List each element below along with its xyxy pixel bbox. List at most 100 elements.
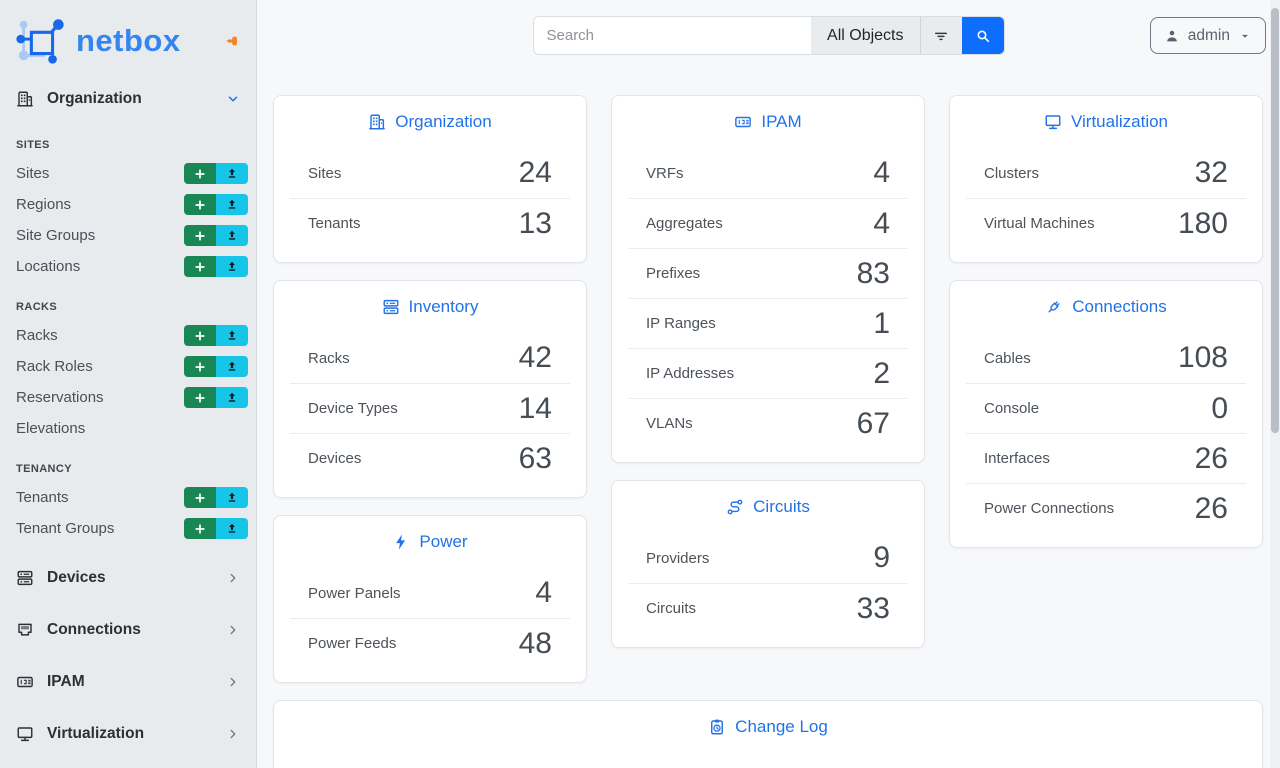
stat-label[interactable]: VLANs — [646, 415, 693, 432]
stat-label[interactable]: Sites — [308, 164, 342, 182]
stat-value[interactable]: 42 — [518, 341, 552, 374]
stat-value[interactable]: 2 — [873, 356, 890, 390]
import-button[interactable] — [216, 487, 248, 508]
sidebar-section-ipam[interactable]: IPAM — [0, 656, 256, 708]
stat-label[interactable]: Device Types — [308, 400, 398, 417]
scrollbar-thumb[interactable] — [1271, 8, 1279, 433]
stat-value[interactable]: 0 — [1211, 391, 1228, 425]
sidebar-item-label[interactable]: Reservations — [16, 389, 104, 406]
import-button[interactable] — [216, 356, 248, 377]
stat-label[interactable]: Interfaces — [984, 450, 1050, 467]
sidebar-item-site-groups: Site Groups — [0, 220, 256, 251]
search-submit-button[interactable] — [961, 17, 1004, 54]
stat-label[interactable]: Cables — [984, 349, 1031, 367]
import-button[interactable] — [216, 387, 248, 408]
sidebar-item-label[interactable]: Locations — [16, 258, 81, 275]
logo-text: netbox — [76, 22, 181, 58]
stat-value[interactable]: 26 — [1194, 491, 1228, 525]
stat-value[interactable]: 108 — [1177, 341, 1228, 374]
card-changelog: Change Log — [273, 700, 1263, 768]
stat-value[interactable]: 24 — [518, 156, 552, 189]
stat-value[interactable]: 33 — [856, 591, 890, 625]
sidebar-item-label[interactable]: Rack Roles — [16, 358, 93, 375]
sidebar-item-sites: Sites — [0, 158, 256, 189]
card-circuits-title[interactable]: Circuits — [612, 481, 924, 525]
stat-label[interactable]: Clusters — [984, 164, 1040, 182]
card-virtualization-title[interactable]: Virtualization — [950, 96, 1262, 140]
sidebar-item-label[interactable]: Site Groups — [16, 227, 96, 244]
stat-value[interactable]: 67 — [856, 406, 890, 440]
card-changelog-title[interactable]: Change Log — [274, 701, 1262, 745]
sidebar-item-label[interactable]: Tenants — [16, 489, 69, 506]
add-button[interactable] — [184, 256, 216, 277]
stat-label[interactable]: Tenants — [308, 215, 361, 232]
stat-label[interactable]: Circuits — [646, 600, 697, 617]
stat-value[interactable]: 1 — [873, 306, 890, 340]
search-scope-dropdown[interactable]: All Objects — [811, 17, 920, 54]
stat-label[interactable]: Prefixes — [646, 265, 701, 282]
user-menu-button[interactable]: admin — [1149, 17, 1266, 54]
stat-label[interactable]: Aggregates — [646, 215, 723, 232]
sidebar-pin-button[interactable] — [224, 33, 240, 49]
stat-label[interactable]: Racks — [308, 349, 350, 367]
card-connections-title[interactable]: Connections — [950, 281, 1262, 325]
sidebar-section-virtualization[interactable]: Virtualization — [0, 708, 256, 760]
stat-value[interactable]: 83 — [856, 256, 890, 290]
sidebar-item-label[interactable]: Tenant Groups — [16, 520, 115, 537]
counter-icon — [16, 673, 34, 691]
stat-value[interactable]: 4 — [873, 206, 890, 240]
netbox-logo[interactable]: netbox — [0, 0, 256, 76]
add-button[interactable] — [184, 325, 216, 346]
sidebar-item-label[interactable]: Elevations — [16, 420, 86, 437]
add-button[interactable] — [184, 518, 216, 539]
stat-row: IP Addresses 2 — [628, 348, 908, 398]
stat-value[interactable]: 4 — [873, 156, 890, 189]
import-button[interactable] — [216, 163, 248, 184]
search-input[interactable] — [533, 17, 812, 54]
stat-value[interactable]: 26 — [1194, 441, 1228, 475]
sidebar-item-label[interactable]: Regions — [16, 196, 72, 213]
search-filter-button[interactable] — [919, 17, 962, 54]
stat-label[interactable]: Console — [984, 400, 1040, 417]
stat-value[interactable]: 32 — [1194, 156, 1228, 189]
import-button[interactable] — [216, 194, 248, 215]
sidebar-section-connections[interactable]: Connections — [0, 604, 256, 656]
stat-value[interactable]: 9 — [873, 541, 890, 574]
stat-value[interactable]: 48 — [518, 626, 552, 660]
sidebar-item-tenants: Tenants — [0, 482, 256, 513]
add-button[interactable] — [184, 356, 216, 377]
stat-label[interactable]: Power Connections — [984, 500, 1115, 517]
sidebar-item-label[interactable]: Sites — [16, 165, 50, 182]
stat-label[interactable]: Virtual Machines — [984, 215, 1095, 232]
stat-label[interactable]: Power Panels — [308, 584, 401, 602]
import-button[interactable] — [216, 256, 248, 277]
add-button[interactable] — [184, 387, 216, 408]
sidebar-item-label[interactable]: Racks — [16, 327, 58, 344]
stat-label[interactable]: Devices — [308, 450, 362, 467]
stat-value[interactable]: 4 — [535, 576, 552, 609]
card-organization-title[interactable]: Organization — [274, 96, 586, 140]
stat-value[interactable]: 14 — [518, 391, 552, 425]
stat-value[interactable]: 63 — [518, 441, 552, 475]
import-button[interactable] — [216, 325, 248, 346]
add-button[interactable] — [184, 487, 216, 508]
sidebar-section-devices[interactable]: Devices — [0, 552, 256, 604]
stat-label[interactable]: VRFs — [646, 164, 684, 182]
add-button[interactable] — [184, 163, 216, 184]
group-heading-sites: SITES — [16, 139, 50, 151]
stat-label[interactable]: Providers — [646, 549, 710, 567]
stat-label[interactable]: IP Addresses — [646, 365, 735, 382]
card-ipam-title[interactable]: IPAM — [612, 96, 924, 140]
card-power-title[interactable]: Power — [274, 516, 586, 560]
import-button[interactable] — [216, 518, 248, 539]
import-button[interactable] — [216, 225, 248, 246]
card-inventory-title[interactable]: Inventory — [274, 281, 586, 325]
stat-label[interactable]: IP Ranges — [646, 315, 716, 332]
add-button[interactable] — [184, 225, 216, 246]
sidebar-section-organization[interactable]: Organization — [0, 78, 256, 120]
add-button[interactable] — [184, 194, 216, 215]
stat-label[interactable]: Power Feeds — [308, 635, 397, 652]
stat-value[interactable]: 13 — [518, 206, 552, 240]
upload-icon — [225, 360, 239, 374]
stat-value[interactable]: 180 — [1177, 206, 1228, 240]
